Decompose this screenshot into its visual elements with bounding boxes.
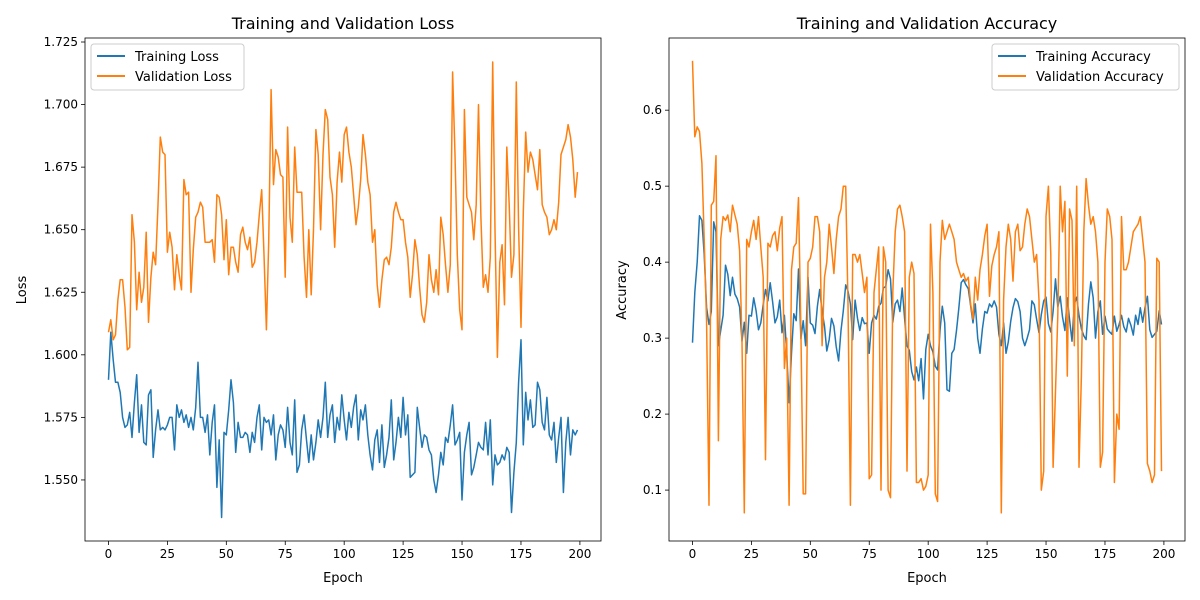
loss-y-tick-label: 1.700 xyxy=(44,98,78,112)
accuracy-y-axis-label: Accuracy xyxy=(615,260,630,320)
loss-x-axis-label: Epoch xyxy=(323,571,363,586)
accuracy-legend-box xyxy=(991,43,1180,91)
loss-y-tick-label: 1.575 xyxy=(44,410,78,424)
accuracy-series-validation-accuracy xyxy=(691,60,1163,514)
loss-series-validation-loss xyxy=(107,61,579,359)
accuracy-y-tick-label: 0.4 xyxy=(643,255,662,269)
accuracy-x-tick-label: 200 xyxy=(1152,547,1175,561)
loss-x-tick-label: 200 xyxy=(568,547,591,561)
accuracy-x-tick-label: 100 xyxy=(917,547,940,561)
accuracy-series-training-accuracy xyxy=(691,215,1163,404)
loss-y-tick-label: 1.550 xyxy=(44,473,78,487)
loss-x-tick-label: 125 xyxy=(392,547,415,561)
accuracy-x-tick-label: 150 xyxy=(1035,547,1058,561)
accuracy-y-tick-label: 0.2 xyxy=(643,407,662,421)
accuracy-x-tick-label: 125 xyxy=(976,547,999,561)
accuracy-y-tick-label: 0.5 xyxy=(643,179,662,193)
loss-y-axis-label: Loss xyxy=(15,276,30,305)
accuracy-y-tick-label: 0.6 xyxy=(643,103,662,117)
accuracy-legend: Training Accuracy Validation Accuracy xyxy=(991,43,1180,91)
loss-legend-box xyxy=(90,43,245,91)
loss-legend-label: Validation Loss xyxy=(135,70,232,85)
loss-x-tick-label: 100 xyxy=(333,547,356,561)
loss-x-tick-label: 75 xyxy=(278,547,293,561)
accuracy-subplot: Training and Validation Accuracy Epoch A… xyxy=(615,14,1186,586)
loss-x-tick-label: 50 xyxy=(219,547,234,561)
loss-x-tick-label: 25 xyxy=(160,547,175,561)
loss-series-training-loss xyxy=(107,331,579,519)
loss-legend-label: Training Loss xyxy=(134,50,219,65)
loss-subplot: Training and Validation Loss Epoch Loss … xyxy=(15,14,602,586)
loss-chart-title: Training and Validation Loss xyxy=(231,14,455,33)
loss-y-tick-label: 1.725 xyxy=(44,35,78,49)
loss-legend: Training Loss Validation Loss xyxy=(90,43,245,91)
accuracy-y-tick-label: 0.3 xyxy=(643,331,662,345)
accuracy-chart-title: Training and Validation Accuracy xyxy=(796,14,1058,33)
loss-y-tick-label: 1.650 xyxy=(44,223,78,237)
accuracy-axes-frame xyxy=(668,37,1186,542)
loss-y-tick-label: 1.600 xyxy=(44,348,78,362)
loss-y-tick-label: 1.625 xyxy=(44,285,78,299)
accuracy-legend-label: Validation Accuracy xyxy=(1036,70,1164,85)
accuracy-y-tick-label: 0.1 xyxy=(643,483,662,497)
accuracy-legend-label: Training Accuracy xyxy=(1035,50,1151,65)
loss-x-tick-label: 0 xyxy=(105,547,113,561)
loss-axes-frame xyxy=(84,37,602,542)
accuracy-x-tick-label: 50 xyxy=(803,547,818,561)
accuracy-x-tick-label: 25 xyxy=(744,547,759,561)
loss-y-tick-label: 1.675 xyxy=(44,160,78,174)
accuracy-x-tick-label: 75 xyxy=(862,547,877,561)
accuracy-x-tick-label: 0 xyxy=(689,547,697,561)
accuracy-x-axis-label: Epoch xyxy=(907,571,947,586)
loss-x-tick-label: 175 xyxy=(510,547,533,561)
accuracy-x-tick-label: 175 xyxy=(1094,547,1117,561)
loss-x-tick-label: 150 xyxy=(451,547,474,561)
